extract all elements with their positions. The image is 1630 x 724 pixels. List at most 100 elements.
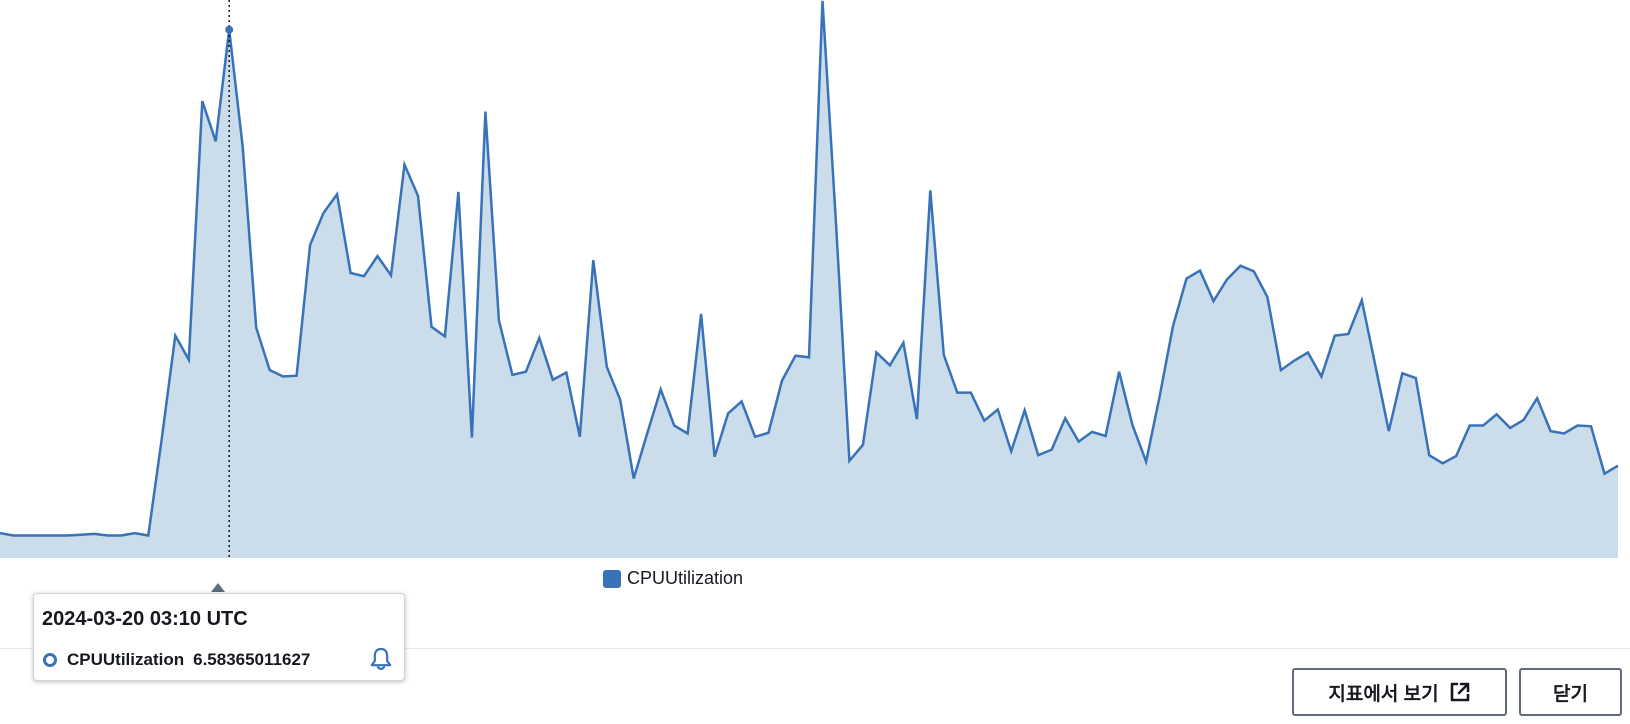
data-point[interactable] <box>1238 263 1244 269</box>
data-point[interactable] <box>361 273 367 279</box>
data-point[interactable] <box>51 533 57 539</box>
data-point[interactable] <box>159 435 165 441</box>
data-point[interactable] <box>1089 429 1095 435</box>
data-point[interactable] <box>1305 350 1311 356</box>
data-point[interactable] <box>563 370 569 376</box>
data-point[interactable] <box>671 423 677 429</box>
data-point[interactable] <box>941 352 947 358</box>
data-point[interactable] <box>1157 394 1163 400</box>
data-point[interactable] <box>1521 417 1527 423</box>
data-point[interactable] <box>1507 425 1513 431</box>
data-point[interactable] <box>1345 331 1351 337</box>
cpu-utilization-chart[interactable] <box>0 0 1630 570</box>
data-point[interactable] <box>968 390 974 396</box>
data-point[interactable] <box>914 416 920 422</box>
data-point[interactable] <box>617 397 623 403</box>
data-point[interactable] <box>739 398 745 404</box>
data-point[interactable] <box>846 458 852 464</box>
data-point[interactable] <box>1143 459 1149 465</box>
data-point[interactable] <box>402 162 408 168</box>
data-point[interactable] <box>860 442 866 448</box>
data-point[interactable] <box>1332 333 1338 339</box>
data-point[interactable] <box>1251 268 1257 274</box>
data-point[interactable] <box>469 435 475 441</box>
data-point[interactable] <box>1035 452 1041 458</box>
data-point[interactable] <box>658 386 664 392</box>
data-point[interactable] <box>1211 298 1217 304</box>
data-point[interactable] <box>1224 276 1230 282</box>
data-point[interactable] <box>348 270 354 276</box>
data-point[interactable] <box>1494 411 1500 417</box>
bell-icon[interactable] <box>368 646 394 672</box>
data-point[interactable] <box>1372 362 1378 368</box>
data-point[interactable] <box>995 407 1001 413</box>
data-point[interactable] <box>698 311 704 317</box>
data-point[interactable] <box>482 109 488 115</box>
data-point[interactable] <box>1440 460 1446 466</box>
view-in-metrics-button[interactable]: 지표에서 보기 <box>1292 668 1507 716</box>
data-point[interactable] <box>1534 395 1540 401</box>
data-point[interactable] <box>1076 439 1082 445</box>
data-point[interactable] <box>590 257 596 263</box>
data-point[interactable] <box>37 533 43 539</box>
data-point[interactable] <box>1561 431 1567 437</box>
data-point[interactable] <box>577 434 583 440</box>
data-point[interactable] <box>64 533 70 539</box>
data-point[interactable] <box>900 340 906 346</box>
data-point[interactable] <box>1008 448 1014 454</box>
data-point[interactable] <box>388 272 394 278</box>
data-point[interactable] <box>496 317 502 323</box>
data-point[interactable] <box>793 353 799 359</box>
data-point[interactable] <box>1184 276 1190 282</box>
data-point[interactable] <box>24 533 30 539</box>
data-point[interactable] <box>375 253 381 259</box>
data-point[interactable] <box>1170 323 1176 329</box>
data-point[interactable] <box>725 411 731 417</box>
data-point[interactable] <box>145 533 151 539</box>
data-point[interactable] <box>172 333 178 339</box>
data-point[interactable] <box>78 532 84 538</box>
data-point[interactable] <box>132 530 138 536</box>
data-point[interactable] <box>766 430 772 436</box>
data-point[interactable] <box>455 189 461 195</box>
data-point[interactable] <box>118 533 124 539</box>
data-point[interactable] <box>536 335 542 341</box>
close-button[interactable]: 닫기 <box>1519 668 1622 716</box>
data-point[interactable] <box>1575 423 1581 429</box>
data-point[interactable] <box>186 357 192 363</box>
data-point[interactable] <box>213 138 219 144</box>
data-point[interactable] <box>779 378 785 384</box>
data-point[interactable] <box>1022 407 1028 413</box>
data-point[interactable] <box>91 531 97 537</box>
data-point[interactable] <box>1359 297 1365 303</box>
chart-legend[interactable]: CPUUtilization <box>603 568 743 589</box>
data-point[interactable] <box>1588 423 1594 429</box>
data-point[interactable] <box>1602 471 1608 477</box>
data-point[interactable] <box>1399 370 1405 376</box>
data-point[interactable] <box>1480 423 1486 429</box>
data-point[interactable] <box>1116 369 1122 375</box>
data-point[interactable] <box>523 369 529 375</box>
data-point[interactable] <box>429 324 435 330</box>
data-point[interactable] <box>1049 447 1055 453</box>
data-point[interactable] <box>1453 453 1459 459</box>
data-point[interactable] <box>1264 294 1270 300</box>
data-point[interactable] <box>752 434 758 440</box>
data-point[interactable] <box>240 144 246 150</box>
data-point[interactable] <box>1103 433 1109 439</box>
data-point[interactable] <box>981 418 987 424</box>
data-point[interactable] <box>1278 367 1284 373</box>
data-point[interactable] <box>1615 463 1621 469</box>
data-point[interactable] <box>1426 452 1432 458</box>
data-point[interactable] <box>321 210 327 216</box>
data-point[interactable] <box>712 454 718 460</box>
data-point[interactable] <box>253 325 259 331</box>
data-point[interactable] <box>927 187 933 193</box>
data-point[interactable] <box>1548 428 1554 434</box>
data-point[interactable] <box>1062 415 1068 421</box>
data-point[interactable] <box>280 374 286 380</box>
data-point[interactable] <box>954 390 960 396</box>
data-point[interactable] <box>550 377 556 383</box>
data-point[interactable] <box>334 191 340 197</box>
data-point[interactable] <box>267 367 273 373</box>
